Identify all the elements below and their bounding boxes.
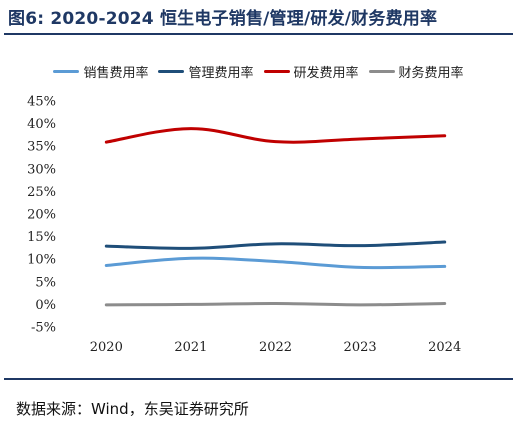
legend-swatch-sales (53, 69, 80, 73)
y-tick-label: 5% (35, 275, 56, 290)
series-line-finance (104, 301, 447, 307)
legend-item-admin: 管理费用率 (158, 62, 254, 81)
y-tick-label: 45% (27, 95, 56, 110)
legend-swatch-rd (263, 69, 290, 73)
y-tick-label: 10% (27, 253, 56, 268)
title-divider (4, 33, 513, 35)
y-tick-label: 15% (27, 230, 56, 245)
y-tick-label: 25% (27, 185, 56, 200)
y-tick-label: 0% (35, 298, 56, 313)
series-line-rd (104, 127, 447, 144)
x-tick-label: 2024 (428, 340, 461, 355)
x-tick-label: 2021 (174, 340, 207, 355)
legend-item-rd: 研发费用率 (263, 62, 359, 81)
legend-swatch-admin (158, 69, 185, 73)
x-tick-label: 2022 (259, 340, 292, 355)
legend-item-sales: 销售费用率 (53, 62, 148, 81)
y-tick-label: 20% (27, 208, 56, 223)
data-source-note: 数据来源：Wind，东吴证券研究所 (16, 400, 249, 418)
y-tick-label: 40% (27, 117, 56, 132)
y-tick-label: 35% (27, 140, 56, 155)
line-chart: 45% 40% 35% 30% 25% 20% 15% 10% 5% 0% -5% 2020 2021 2… (27, 95, 461, 356)
footer-divider (4, 378, 513, 380)
x-tick-label: 2020 (90, 340, 123, 355)
chart-title: 图6: 2020-2024 恒生电子销售/管理/研发/财务费用率 (8, 9, 438, 29)
y-tick-label: -5% (31, 321, 56, 336)
legend-label-sales: 销售费用率 (83, 65, 149, 81)
legend-label-rd: 研发费用率 (293, 65, 359, 81)
y-tick-label: 30% (27, 162, 56, 177)
x-tick-label: 2023 (344, 340, 377, 355)
legend-swatch-finance (368, 69, 395, 73)
legend-label-admin: 管理费用率 (188, 65, 254, 81)
series-line-sales (104, 256, 447, 270)
chart-legend: 销售费用率 管理费用率 研发费用率 财务费用率 (0, 60, 517, 82)
series-line-admin (104, 240, 447, 250)
legend-label-finance: 财务费用率 (398, 65, 464, 81)
legend-item-finance: 财务费用率 (368, 62, 464, 81)
